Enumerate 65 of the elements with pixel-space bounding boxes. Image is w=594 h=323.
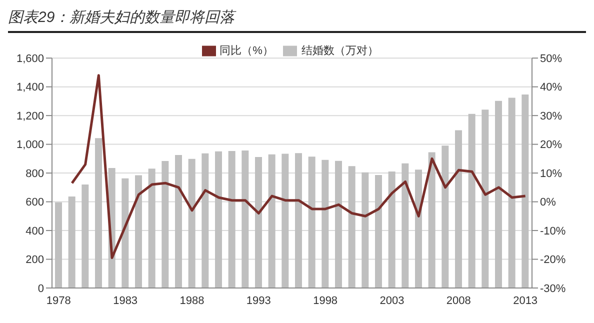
- bar: [308, 156, 316, 288]
- y-tick-label: 200: [26, 254, 44, 266]
- bar: [468, 114, 476, 288]
- y-tick-label: 400: [26, 225, 44, 238]
- bar: [295, 153, 302, 288]
- y2-tick-label: -20%: [540, 254, 566, 266]
- bar: [522, 94, 529, 288]
- bar: [162, 160, 169, 288]
- x-tick-label: 1998: [313, 294, 338, 307]
- line-series: [70, 74, 527, 260]
- y2-tick-label: 30%: [540, 110, 562, 122]
- bar: [188, 158, 196, 288]
- bar: [455, 130, 462, 288]
- x-tick-label: 1993: [246, 294, 271, 307]
- bar: [268, 154, 276, 288]
- bar: [508, 98, 516, 288]
- bar: [442, 146, 449, 288]
- bar: [402, 163, 409, 288]
- bar: [415, 170, 422, 288]
- bar: [135, 175, 142, 288]
- y-tick-label: 1,200: [16, 110, 44, 122]
- bar: [202, 153, 209, 288]
- bar: [482, 110, 489, 288]
- y2-tick-label: 50%: [540, 53, 562, 65]
- y-tick-label: 1,600: [16, 53, 44, 65]
- bar: [215, 151, 222, 288]
- bar: [148, 168, 156, 288]
- y2-tick-label: -10%: [540, 225, 566, 238]
- x-tick-label: 2003: [380, 294, 404, 307]
- y2-tick-label: -30%: [540, 282, 566, 295]
- y-tick-label: 1,400: [16, 82, 44, 94]
- bar: [122, 178, 129, 288]
- y2-tick-label: 10%: [540, 168, 562, 180]
- bar: [95, 138, 102, 288]
- x-tick-label: 1983: [113, 294, 138, 307]
- x-tick-label: 2008: [446, 294, 471, 307]
- bar: [55, 202, 62, 288]
- bar: [428, 152, 436, 288]
- x-tick-label: 1978: [46, 294, 71, 307]
- bar: [348, 166, 356, 288]
- bar: [495, 100, 502, 288]
- bar: [322, 160, 329, 288]
- y-tick-label: 800: [26, 168, 44, 180]
- y2-tick-label: 40%: [540, 82, 562, 94]
- bar: [68, 196, 76, 288]
- legend-label: 同比（%）: [220, 45, 274, 57]
- bar: [388, 171, 396, 288]
- bar: [228, 151, 236, 288]
- x-tick-label: 2013: [513, 294, 538, 307]
- bar: [175, 154, 182, 288]
- bar: [282, 154, 289, 288]
- y2-tick-label: 20%: [540, 139, 562, 152]
- bar: [335, 160, 342, 288]
- y-tick-label: 0: [38, 282, 44, 295]
- bar: [362, 172, 369, 288]
- y2-tick-label: 0%: [540, 196, 556, 209]
- y-tick-label: 600: [26, 196, 44, 209]
- legend-label: 结婚数（万对）: [301, 45, 378, 57]
- bar: [255, 156, 262, 288]
- y-tick-label: 1,000: [16, 139, 44, 152]
- x-tick-label: 1988: [180, 294, 204, 307]
- bar: [242, 150, 249, 288]
- bar: [82, 184, 89, 288]
- bar: [375, 175, 382, 288]
- chart-title: 图表29：新婚夫妇的数量即将回落: [8, 8, 586, 33]
